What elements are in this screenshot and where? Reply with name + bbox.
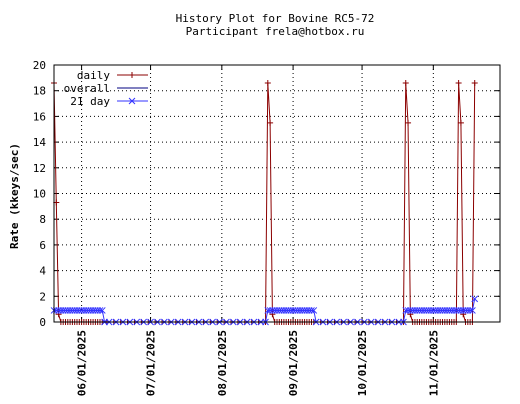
legend-label: 21 day (70, 95, 110, 108)
data-point-marker (471, 79, 478, 86)
series-layer (50, 79, 479, 326)
y-tick-label: 16 (33, 110, 46, 123)
chart-title: History Plot for Bovine RC5-72 (176, 12, 375, 25)
x-tick-label: 06/01/2025 (76, 330, 89, 396)
y-tick-label: 12 (33, 162, 46, 175)
plot-frame (53, 64, 501, 323)
y-tick-label: 2 (39, 290, 46, 303)
data-point-marker (457, 119, 464, 126)
legend-label: overall (64, 82, 110, 95)
x-tick-label: 09/01/2025 (287, 330, 300, 396)
y-tick-label: 0 (39, 316, 46, 329)
data-point-marker (405, 119, 412, 126)
data-point-marker (264, 79, 271, 86)
y-tick-label: 18 (33, 85, 46, 98)
y-tick-label: 10 (33, 188, 46, 201)
legend-label: daily (77, 69, 110, 82)
data-point-marker (466, 307, 474, 314)
y-tick-label: 6 (39, 239, 46, 252)
data-point-marker (98, 307, 106, 314)
series-line-daily (53, 82, 476, 323)
chart-subtitle: Participant frela@hotbox.ru (186, 25, 365, 38)
series-daily (51, 79, 478, 325)
x-tick-label: 07/01/2025 (145, 330, 158, 396)
data-point-marker (310, 307, 318, 314)
y-tick-label: 4 (39, 265, 46, 278)
y-tick-label: 8 (39, 213, 46, 226)
data-point-marker (129, 72, 135, 78)
data-point-marker (455, 79, 462, 86)
data-point-marker (267, 119, 274, 126)
data-point-marker (402, 79, 409, 86)
y-tick-label: 20 (33, 59, 46, 72)
data-point-marker (471, 295, 479, 303)
x-tick-label: 10/01/2025 (356, 330, 369, 396)
y-axis-label: Rate (kkeys/sec) (8, 143, 21, 249)
axis-layer: 0 2 4 6 8 10 12 14 16 18 20 06/01/2025 07/01/2025 08/… (33, 59, 500, 396)
y-tick-label: 14 (33, 136, 47, 149)
data-point-marker (128, 97, 136, 105)
data-point-marker (308, 307, 315, 314)
x-tick-label: 11/01/2025 (427, 330, 440, 396)
data-point-marker (469, 307, 476, 314)
grid-layer (54, 65, 500, 322)
x-tick-label: 08/01/2025 (216, 330, 229, 396)
series-21-day (50, 295, 479, 326)
data-point-marker (96, 307, 104, 314)
